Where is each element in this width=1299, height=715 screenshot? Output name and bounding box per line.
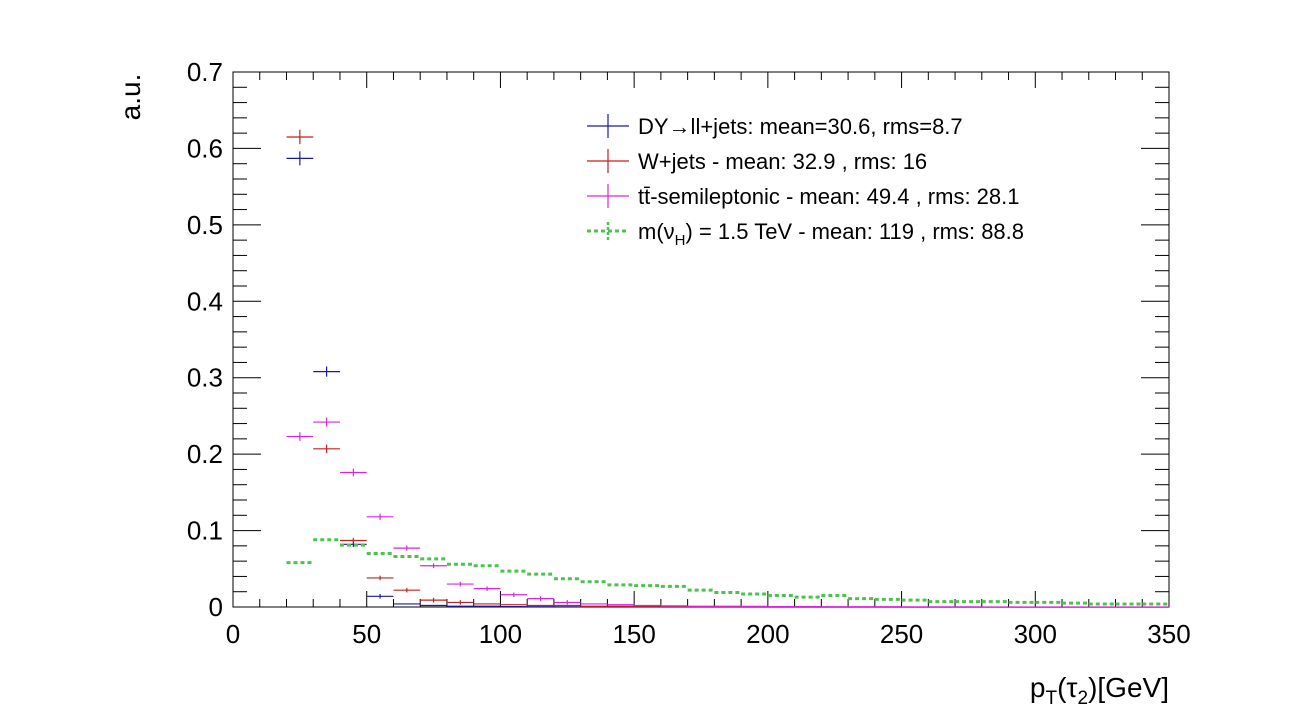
y-axis-title: a.u.	[115, 74, 146, 121]
x-tick-label: 100	[479, 619, 522, 649]
y-tick-label: 0.6	[187, 133, 223, 163]
legend-entry: m(νH) = 1.5 TeV - mean: 119 , rms: 88.8	[587, 219, 1024, 249]
y-tick-label: 0.7	[187, 57, 223, 87]
legend-label: m(νH) = 1.5 TeV - mean: 119 , rms: 88.8	[638, 219, 1024, 249]
legend: DY→ll+jets: mean=30.6, rms=8.7 W+jets - m…	[587, 114, 1024, 249]
legend-entry: W+jets - mean: 32.9 , rms: 16	[587, 149, 927, 174]
x-axis-title: pT(τ2)[GeV]	[1030, 672, 1169, 709]
x-tick-label: 250	[880, 619, 923, 649]
legend-label: tt̄-semileptonic - mean: 49.4 , rms: 28.…	[638, 184, 1020, 209]
plot-area	[286, 129, 1169, 607]
series-3	[286, 538, 1169, 606]
x-tick-label: 50	[352, 619, 381, 649]
y-tick-label: 0.2	[187, 439, 223, 469]
series-0	[286, 151, 661, 607]
axis-labels: 0 50 100 150 200 250 300 350 0 0.1 0.2 0.3 0.4 0.5 0.6…	[115, 57, 1191, 709]
legend-entry: tt̄-semileptonic - mean: 49.4 , rms: 28.…	[587, 184, 1020, 209]
x-tick-label: 300	[1014, 619, 1057, 649]
y-tick-label: 0.5	[187, 210, 223, 240]
x-tick-label: 0	[226, 619, 240, 649]
y-tick-label: 0.1	[187, 516, 223, 546]
legend-entry: DY→ll+jets: mean=30.6, rms=8.7	[587, 114, 963, 139]
series-2	[286, 417, 1169, 607]
x-tick-label: 200	[746, 619, 789, 649]
legend-label: W+jets - mean: 32.9 , rms: 16	[638, 149, 927, 174]
x-tick-label: 350	[1147, 619, 1190, 649]
y-tick-label: 0	[209, 592, 223, 622]
legend-label: DY→ll+jets: mean=30.6, rms=8.7	[638, 114, 963, 139]
y-tick-label: 0.4	[187, 286, 223, 316]
x-tick-label: 150	[612, 619, 655, 649]
y-tick-label: 0.3	[187, 363, 223, 393]
